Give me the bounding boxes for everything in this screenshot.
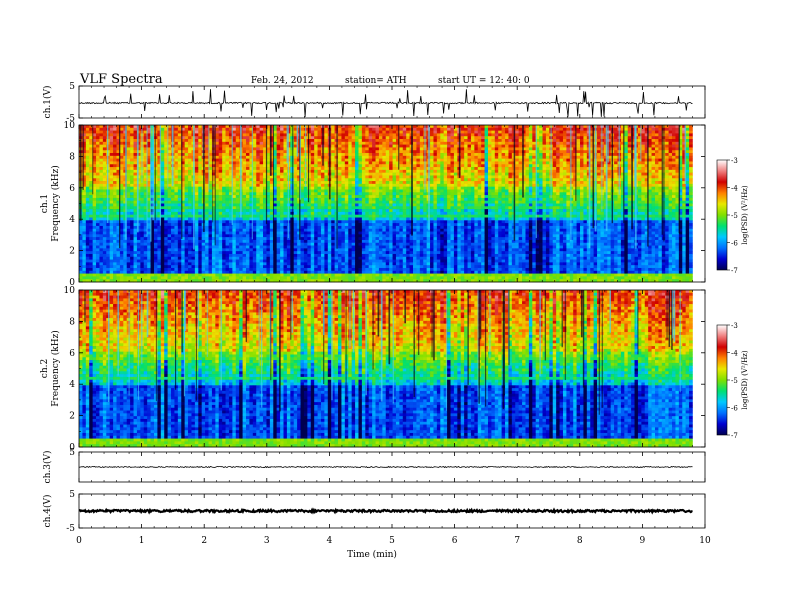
colorbar-tick-label: -4 bbox=[731, 350, 738, 358]
colorbar-tick-label: -3 bbox=[731, 157, 738, 165]
y-tick-label: 4 bbox=[69, 380, 75, 390]
colorbar-tick-label: -3 bbox=[731, 322, 738, 330]
colorbar-tick-label: -6 bbox=[731, 405, 738, 413]
y-axis-label-channel: ch.1 bbox=[40, 194, 50, 213]
colorbar-label: log(PSD) (V²/Hz) bbox=[741, 185, 749, 244]
y-axis-label: ch.3(V) bbox=[42, 451, 53, 484]
x-tick-label: 9 bbox=[640, 536, 646, 546]
y-axis-label: ch.1(V) bbox=[42, 86, 53, 119]
chart-title: VLF Spectra bbox=[80, 72, 163, 87]
colorbar-tick-label: -5 bbox=[731, 212, 738, 220]
y-tick-label: -5 bbox=[66, 524, 75, 534]
y-tick-label: 5 bbox=[69, 82, 75, 92]
y-tick-label: 5 bbox=[69, 448, 75, 458]
y-tick-label: 8 bbox=[69, 152, 75, 162]
colorbar-label: log(PSD) (V²/Hz) bbox=[741, 350, 749, 409]
x-tick-label: 8 bbox=[577, 536, 583, 546]
y-tick-label: 2 bbox=[69, 247, 75, 257]
spectrogram-cells bbox=[79, 125, 693, 283]
colorbar bbox=[716, 159, 728, 271]
header-station: station= ATH bbox=[345, 76, 407, 86]
waveform-trace bbox=[79, 89, 693, 118]
x-tick-label: 6 bbox=[452, 536, 458, 546]
colorbar-tick-label: -7 bbox=[731, 432, 738, 440]
x-tick-label: 5 bbox=[389, 536, 395, 546]
y-tick-label: 5 bbox=[69, 490, 75, 500]
y-tick-label: 10 bbox=[64, 286, 76, 296]
header-start-time: start UT = 12: 40: 0 bbox=[438, 76, 530, 86]
x-tick-label: 7 bbox=[514, 536, 520, 546]
colorbar bbox=[716, 324, 728, 436]
colorbar-tick-label: -7 bbox=[731, 267, 738, 275]
x-tick-label: 3 bbox=[264, 536, 270, 546]
x-tick-label: 2 bbox=[201, 536, 207, 546]
x-tick-label: 10 bbox=[699, 536, 711, 546]
colorbar-tick-label: -5 bbox=[731, 377, 738, 385]
spectrogram-cells bbox=[79, 290, 693, 448]
y-tick-label: 0 bbox=[69, 443, 75, 453]
y-tick-label: -5 bbox=[66, 114, 75, 124]
y-tick-label: 10 bbox=[64, 121, 76, 131]
x-tick-label: 4 bbox=[327, 536, 333, 546]
y-axis-label: Frequency (kHz) bbox=[50, 330, 61, 407]
y-tick-label: 6 bbox=[69, 184, 75, 194]
y-axis-label: ch.4(V) bbox=[42, 495, 53, 528]
y-tick-label: 6 bbox=[69, 349, 75, 359]
y-tick-label: 8 bbox=[69, 317, 75, 327]
y-axis-label: Frequency (kHz) bbox=[50, 165, 61, 242]
colorbar-tick-label: -6 bbox=[731, 240, 738, 248]
y-tick-label: 0 bbox=[69, 278, 75, 288]
x-axis-label: Time (min) bbox=[347, 549, 397, 560]
x-tick-label: 0 bbox=[76, 536, 82, 546]
x-tick-label: 1 bbox=[139, 536, 145, 546]
waveform-trace bbox=[78, 465, 693, 469]
y-tick-label: 2 bbox=[69, 412, 75, 422]
y-tick-label: 4 bbox=[69, 215, 75, 225]
colorbar-tick-label: -4 bbox=[731, 185, 738, 193]
header-date: Feb. 24, 2012 bbox=[251, 76, 314, 86]
y-axis-label-channel: ch.2 bbox=[40, 359, 50, 378]
waveform-trace bbox=[78, 507, 693, 515]
panel-frame bbox=[78, 85, 706, 119]
